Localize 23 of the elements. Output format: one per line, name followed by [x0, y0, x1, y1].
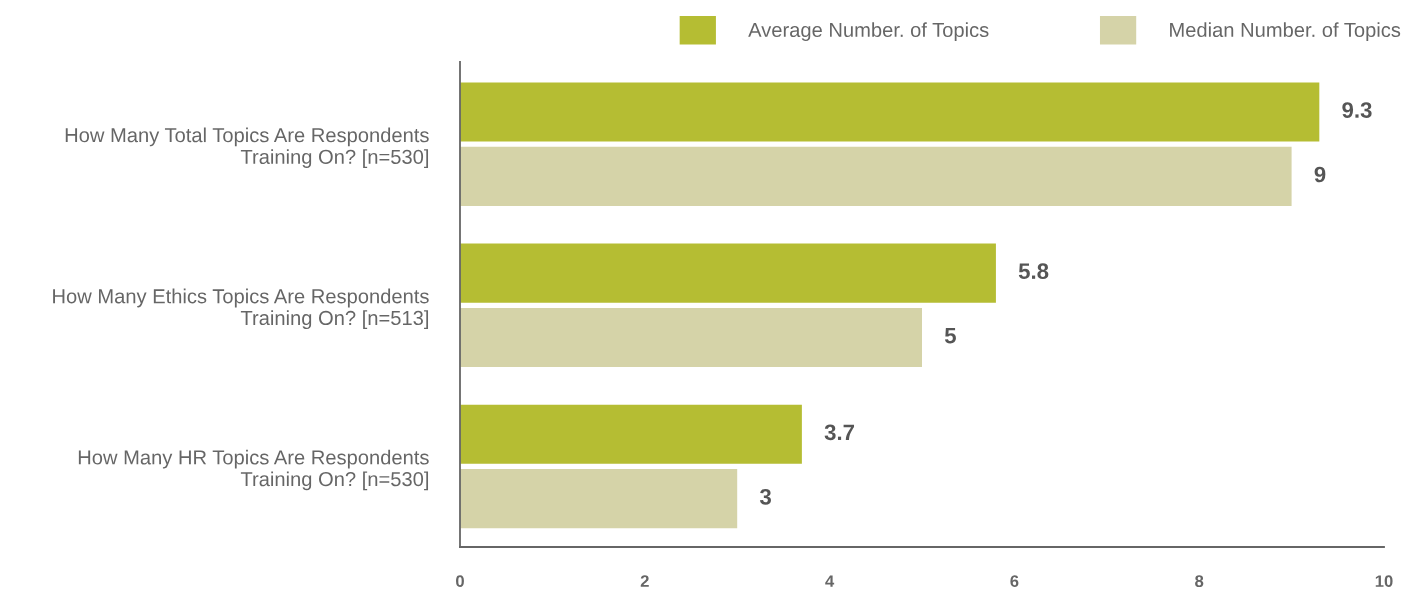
- bar: [460, 307, 922, 368]
- bar: [460, 146, 1292, 206]
- x-tick-label: 2: [640, 575, 649, 587]
- x-tick-label: 0: [456, 575, 464, 588]
- data-label: 3.7: [824, 424, 855, 441]
- bar: [460, 469, 738, 529]
- data-label: 3: [759, 488, 771, 505]
- y-tick-label: How Many Ethics Topics Are Respondents Training On? [n=513]: [53, 288, 429, 330]
- y-tick-label: How Many Total Topics Are Respondents Training On? [n=530]: [65, 127, 429, 168]
- legend-label: Median Number. of Topics: [1170, 22, 1401, 42]
- x-tick-label: 8: [1195, 575, 1204, 588]
- y-tick-label: How Many HR Topics Are Respondents Training On? [n=530]: [78, 449, 429, 491]
- data-label: 5.8: [1018, 263, 1049, 280]
- bar: [460, 243, 996, 303]
- bar: [460, 82, 1320, 142]
- data-label: 9.3: [1342, 102, 1372, 118]
- x-tick-label: 10: [1375, 575, 1393, 588]
- x-tick-label: 6: [1010, 575, 1019, 588]
- data-label: 5: [944, 327, 956, 344]
- bar: [460, 404, 802, 464]
- x-tick-label: 4: [825, 575, 835, 587]
- legend-label: Average Number. of Topics: [748, 22, 989, 42]
- data-label: 9: [1314, 166, 1326, 183]
